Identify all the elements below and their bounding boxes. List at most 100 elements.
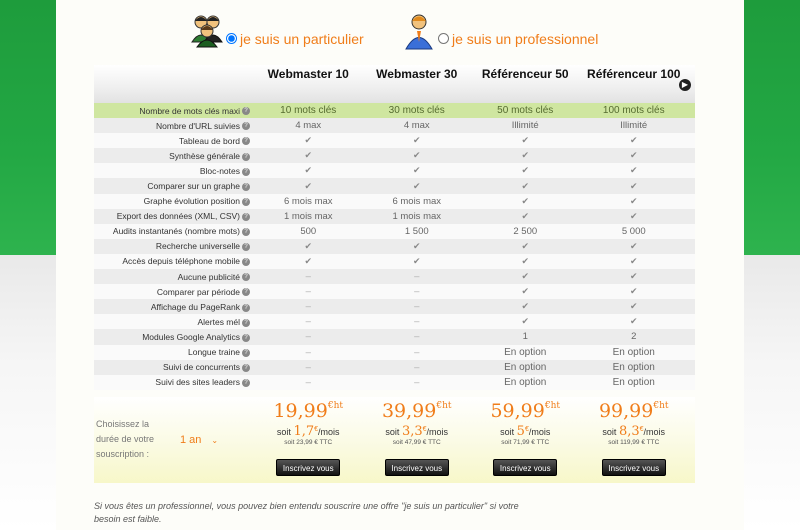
professionnel-choice[interactable]: je suis un professionnel [402,12,599,50]
help-icon[interactable]: ? [242,258,250,267]
plan-header-referenceur-100: Référenceur 100 [587,67,681,81]
professionnel-radio[interactable] [438,33,449,44]
table-cell: – [363,301,472,312]
check-icon: ✔ [629,210,638,221]
dash-icon: – [305,331,311,343]
particulier-radio[interactable] [226,33,237,44]
table-cell: – [254,286,363,297]
help-icon[interactable]: ? [242,333,250,342]
duration-select[interactable]: 1 an ⌄ [180,434,218,446]
feature-label-text: Graphe évolution position [143,196,240,207]
option-text: En option [612,346,655,358]
feature-label: Recherche universelle? [94,241,254,251]
ttc-price: soit 23,99 € TTC [284,439,333,446]
help-icon[interactable]: ? [242,167,250,176]
check-icon: ✔ [629,240,638,251]
table-cell: – [363,271,472,282]
table-header: Webmaster 10 Webmaster 30 Référenceur 50… [94,65,695,103]
check-icon: ✔ [412,240,421,251]
help-icon[interactable]: ? [242,273,250,282]
table-cell: ✔ [254,181,363,192]
feature-label-text: Synthèse générale [169,150,240,161]
table-cell: En option [580,347,689,358]
feature-label: Longue traine? [94,347,254,357]
table-cell: ✔ [363,241,472,252]
price-amount: 99,99€ht [598,400,669,422]
help-icon[interactable]: ? [242,243,250,252]
table-cell: – [363,377,472,388]
check-icon: ✔ [629,135,638,146]
check-icon: ✔ [629,271,638,282]
cell-value: 2 500 [513,225,538,237]
table-row: Modules Google Analytics? – – 1 2 [94,329,695,345]
help-icon[interactable]: ? [242,152,250,161]
subscribe-button[interactable]: Inscrivez vous [493,459,558,476]
help-icon[interactable]: ? [242,363,250,372]
check-icon: ✔ [629,301,638,312]
check-icon: ✔ [521,165,530,176]
table-cell: ✔ [363,256,472,267]
price-area: Choisissez la durée de votre souscriptio… [94,397,695,483]
feature-label-text: Affichage du PageRank [150,301,240,312]
particulier-label[interactable]: je suis un particulier [240,31,364,47]
table-cell: – [254,331,363,342]
price-column: 59,99€ht soit 5€/mois soit 71,99 € TTC Insc… [471,397,580,483]
feature-label-text: Export des données (XML, CSV) [116,211,240,222]
plan-header-referenceur-50: Référenceur 50 [481,67,569,81]
check-icon: ✔ [521,271,530,282]
table-cell: ✔ [471,150,580,161]
help-icon[interactable]: ? [242,378,250,387]
next-arrow-icon[interactable]: ▶ [679,79,691,91]
table-cell: ✔ [471,286,580,297]
help-icon[interactable]: ? [242,288,250,297]
table-cell: ✔ [471,181,580,192]
cell-value: 100 mots clés [602,105,665,117]
help-icon[interactable]: ? [242,318,250,327]
feature-label-text: Bloc-notes [199,165,240,176]
table-cell: ✔ [580,316,689,327]
monthly-price: soit 8,3€/mois [602,424,666,439]
table-cell: ✔ [363,165,472,176]
price-amount: 19,99€ht [273,400,344,422]
help-icon[interactable]: ? [242,212,250,221]
plan-header-webmaster-10: Webmaster 10 [267,67,349,81]
subscribe-button[interactable]: Inscrivez vous [384,459,449,476]
feature-label-text: Tableau de bord [179,135,240,146]
table-cell: 4 max [254,120,363,131]
help-icon[interactable]: ? [242,228,250,237]
table-row: Bloc-notes? ✔ ✔ ✔ ✔ [94,163,695,179]
help-icon[interactable]: ? [242,303,250,312]
table-cell: 100 mots clés [580,105,689,116]
help-icon[interactable]: ? [242,348,250,357]
cell-value: Illimité [511,120,539,132]
feature-label: Nombre de mots clés maxi? [94,106,254,116]
particulier-choice[interactable]: je suis un particulier [190,12,364,48]
price-column: 19,99€ht soit 1,7€/mois soit 23,99 € TTC In… [254,397,363,483]
table-cell: 1 [471,331,580,342]
feature-label: Bloc-notes? [94,166,254,176]
check-icon: ✔ [304,135,313,146]
duration-value: 1 an [180,434,202,446]
table-row: Recherche universelle? ✔ ✔ ✔ ✔ [94,238,695,254]
table-cell: ✔ [580,181,689,192]
businessman-icon [402,12,436,50]
help-icon[interactable]: ? [242,182,250,191]
professionnel-label[interactable]: je suis un professionnel [452,31,599,47]
subscribe-button[interactable]: Inscrivez vous [601,459,666,476]
cell-value: Illimité [620,120,648,132]
help-icon[interactable]: ? [242,197,250,206]
check-icon: ✔ [412,135,421,146]
check-icon: ✔ [629,165,638,176]
dash-icon: – [414,271,420,283]
cell-value: 6 mois max [392,195,442,207]
table-cell: – [254,377,363,388]
help-icon[interactable]: ? [242,107,250,116]
monthly-price: soit 3,3€/mois [385,424,449,439]
help-icon[interactable]: ? [242,122,250,131]
table-cell: ✔ [580,150,689,161]
subscribe-button[interactable]: Inscrivez vous [276,459,341,476]
check-icon: ✔ [304,240,313,251]
price-columns: 19,99€ht soit 1,7€/mois soit 23,99 € TTC In… [254,397,688,483]
help-icon[interactable]: ? [242,137,250,146]
check-icon: ✔ [304,255,313,266]
